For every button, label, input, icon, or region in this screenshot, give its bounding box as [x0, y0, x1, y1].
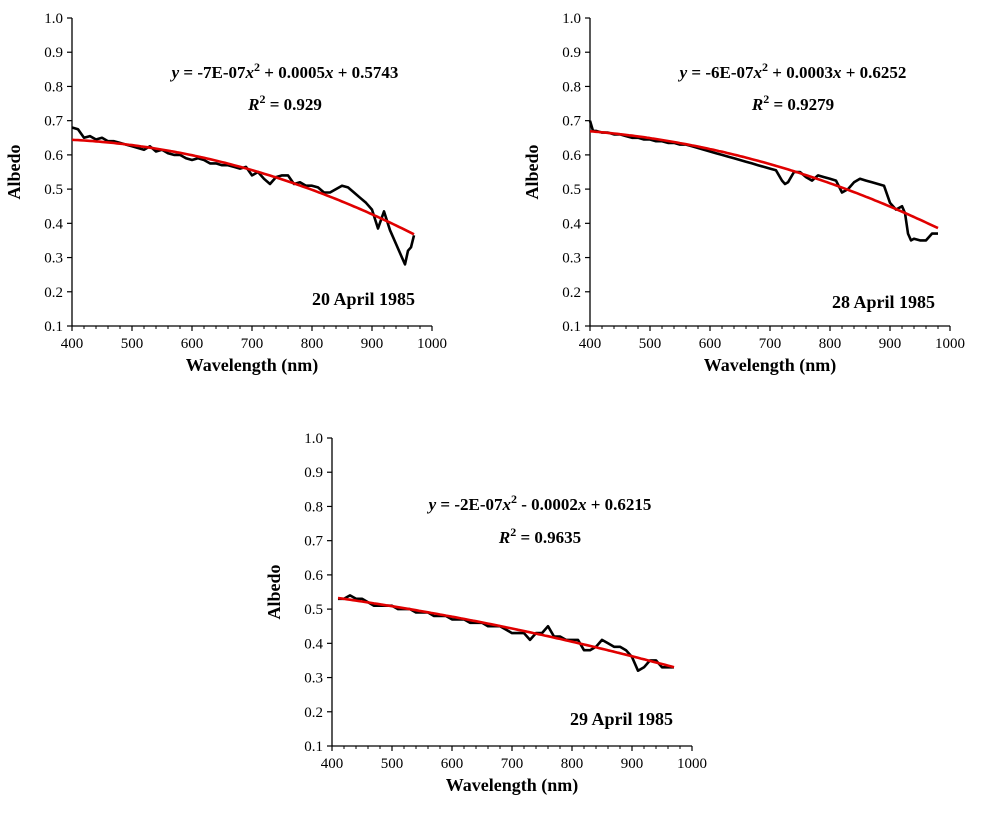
x-tick-label: 500	[639, 336, 662, 352]
date-annotation: 29 April 1985	[570, 709, 673, 729]
y-tick-label: 0.6	[562, 148, 581, 164]
y-tick-label: 0.2	[304, 705, 323, 721]
y-tick-label: 0.7	[44, 114, 63, 130]
y-tick-label: 0.5	[304, 602, 323, 618]
y-tick-label: 0.4	[562, 216, 581, 232]
x-tick-label: 900	[879, 336, 902, 352]
y-tick-label: 0.9	[562, 45, 581, 61]
y-tick-label: 0.6	[44, 148, 63, 164]
y-tick-label: 0.9	[44, 45, 63, 61]
y-tick-label: 1.0	[562, 11, 581, 27]
x-axis-title: Wavelength (nm)	[704, 355, 837, 376]
y-axis-title: Albedo	[264, 564, 284, 619]
x-tick-label: 1000	[677, 756, 707, 772]
x-tick-label: 400	[579, 336, 602, 352]
date-annotation: 20 April 1985	[312, 289, 415, 309]
y-tick-label: 0.2	[562, 285, 581, 301]
y-tick-label: 0.7	[304, 534, 323, 550]
x-tick-label: 600	[181, 336, 204, 352]
x-tick-label: 500	[121, 336, 144, 352]
y-axis-title: Albedo	[522, 144, 542, 199]
y-tick-label: 0.3	[44, 251, 63, 267]
y-tick-label: 0.4	[304, 636, 323, 652]
x-tick-label: 400	[321, 756, 344, 772]
y-tick-label: 0.1	[304, 739, 323, 755]
date-annotation: 28 April 1985	[832, 292, 935, 312]
x-tick-label: 700	[501, 756, 524, 772]
r-squared-label: R2 = 0.929	[247, 92, 322, 114]
x-axis-title: Wavelength (nm)	[446, 775, 579, 796]
y-tick-label: 0.1	[562, 319, 581, 335]
y-tick-label: 0.2	[44, 285, 63, 301]
x-axis-title: Wavelength (nm)	[186, 355, 319, 376]
y-tick-label: 0.8	[562, 79, 581, 95]
y-tick-label: 0.9	[304, 465, 323, 481]
x-tick-label: 800	[301, 336, 324, 352]
x-tick-label: 1000	[935, 336, 965, 352]
x-tick-label: 1000	[417, 336, 447, 352]
r-squared-label: R2 = 0.9635	[498, 525, 581, 547]
trendline-series	[337, 596, 675, 669]
x-tick-label: 900	[361, 336, 384, 352]
y-tick-label: 0.3	[304, 671, 323, 687]
x-tick-label: 500	[381, 756, 404, 772]
chart-panel-1: 0.1 0.2 0.3 0.4 0.5 0.6 0.7 0.8 0.9 1.0 400 500 600 7…	[4, 11, 447, 376]
y-tick-label: 1.0	[304, 431, 323, 447]
x-tick-label: 400	[61, 336, 84, 352]
y-tick-label: 0.3	[562, 251, 581, 267]
trendline-series	[71, 138, 415, 236]
y-tick-label: 0.6	[304, 568, 323, 584]
y-tick-label: 0.4	[44, 216, 63, 232]
x-tick-label: 600	[441, 756, 464, 772]
x-tick-label: 800	[561, 756, 584, 772]
x-tick-label: 600	[699, 336, 722, 352]
albedo-series	[588, 120, 938, 242]
y-tick-label: 0.5	[44, 182, 63, 198]
y-tick-label: 0.7	[562, 114, 581, 130]
y-tick-label: 0.5	[562, 182, 581, 198]
x-tick-label: 800	[819, 336, 842, 352]
y-tick-label: 0.1	[44, 319, 63, 335]
y-axis-title: Albedo	[4, 144, 24, 199]
chart-panel-3: 0.1 0.2 0.3 0.4 0.5 0.6 0.7 0.8 0.9 1.0 400 500 600 7…	[264, 431, 707, 796]
regression-equation: y = -6E-07x2 + 0.0003x + 0.6252	[678, 60, 907, 82]
regression-equation: y = -2E-07x2 - 0.0002x + 0.6215	[427, 492, 652, 514]
trendline-series	[589, 130, 939, 230]
y-tick-label: 1.0	[44, 11, 63, 27]
x-tick-label: 900	[621, 756, 644, 772]
x-tick-label: 700	[759, 336, 782, 352]
r-squared-label: R2 = 0.9279	[751, 92, 834, 114]
albedo-series	[71, 126, 416, 266]
y-tick-label: 0.8	[304, 499, 323, 515]
y-tick-label: 0.8	[44, 79, 63, 95]
chart-panel-2: 0.1 0.2 0.3 0.4 0.5 0.6 0.7 0.8 0.9 1.0 400 500 600 7…	[522, 11, 965, 376]
regression-equation: y = -7E-07x2 + 0.0005x + 0.5743	[170, 60, 399, 82]
x-tick-label: 700	[241, 336, 264, 352]
